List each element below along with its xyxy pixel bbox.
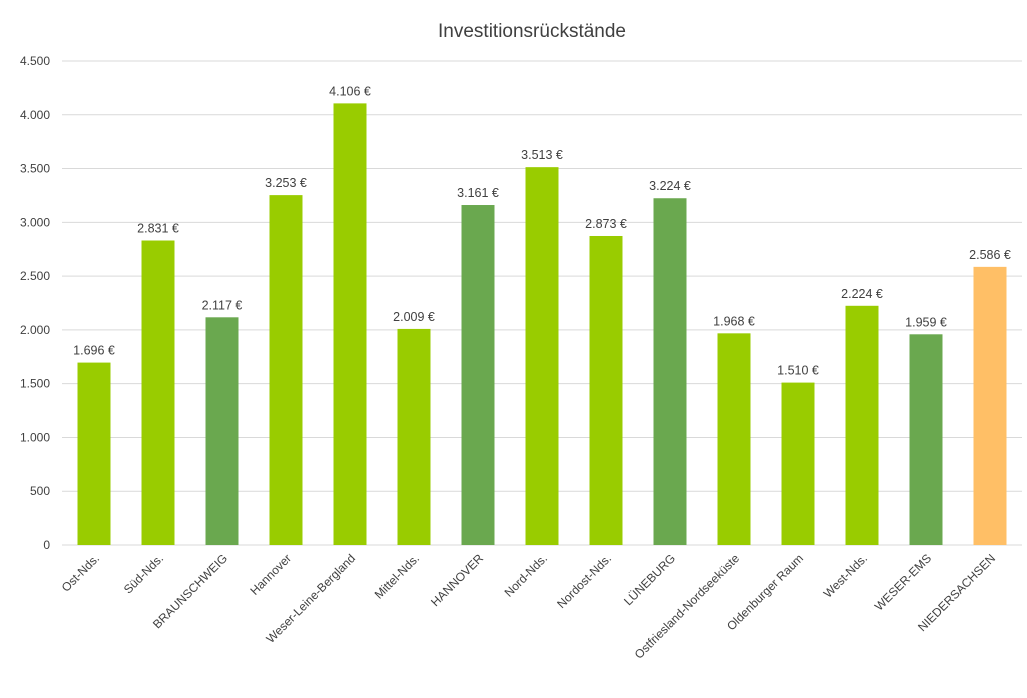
x-tick-label: Mittel-Nds. <box>372 551 422 601</box>
bar <box>333 103 367 545</box>
data-label: 2.831 € <box>137 222 179 236</box>
y-tick-label: 0 <box>43 538 50 552</box>
data-label: 2.009 € <box>393 310 435 324</box>
data-label: 1.968 € <box>713 314 755 328</box>
bar <box>589 235 623 545</box>
data-labels: 1.696 € 2.831 € 2.117 € 3.253 € 4.106 € 2.009… <box>73 84 1011 377</box>
data-label: 3.161 € <box>457 186 499 200</box>
data-label: 3.513 € <box>521 148 563 162</box>
data-label: 3.224 € <box>649 179 691 193</box>
bar <box>525 167 559 545</box>
bar <box>781 382 815 545</box>
y-tick-label: 2.000 <box>20 323 50 337</box>
bar <box>973 266 1007 545</box>
y-axis-ticks: 0 500 1.000 1.500 2.000 2.500 3.000 3.500 4.000 4… <box>20 54 50 552</box>
x-tick-label: Nord-Nds. <box>502 551 551 600</box>
y-tick-label: 2.500 <box>20 269 50 283</box>
x-tick-label: WESER-EMS <box>872 551 934 613</box>
x-tick-label: HANNOVER <box>428 551 486 609</box>
bar <box>397 328 431 545</box>
bar <box>461 205 495 545</box>
bar <box>205 317 239 545</box>
x-tick-label: West-Nds. <box>821 551 870 600</box>
bar <box>845 305 879 545</box>
x-tick-label: Hannover <box>247 551 294 598</box>
y-tick-label: 500 <box>30 484 50 498</box>
bar <box>269 195 303 546</box>
y-tick-label: 3.500 <box>20 162 50 176</box>
bar <box>717 333 751 545</box>
data-label: 3.253 € <box>265 176 307 190</box>
chart-title: Investitionsrückstände <box>438 21 626 42</box>
x-tick-label: Süd-Nds. <box>121 551 166 596</box>
y-tick-label: 4.500 <box>20 54 50 68</box>
bar <box>653 198 687 545</box>
y-tick-label: 4.000 <box>20 108 50 122</box>
data-label: 1.510 € <box>777 364 819 378</box>
data-label: 2.586 € <box>969 248 1011 262</box>
x-tick-label: Nordost-Nds. <box>554 551 614 611</box>
y-tick-label: 3.000 <box>20 215 50 229</box>
bar <box>141 240 175 545</box>
data-label: 1.696 € <box>73 344 115 358</box>
data-label: 2.873 € <box>585 217 627 231</box>
bars <box>77 103 1007 546</box>
data-label: 2.224 € <box>841 287 883 301</box>
x-tick-label: Ost-Nds. <box>59 551 102 594</box>
x-tick-label: Ostfriesland-Nordseeküste <box>632 551 743 662</box>
y-tick-label: 1.500 <box>20 377 50 391</box>
bar <box>909 334 943 545</box>
bar <box>77 362 111 545</box>
x-tick-label: LÜNEBURG <box>621 551 678 608</box>
data-label: 4.106 € <box>329 84 371 98</box>
y-tick-label: 1.000 <box>20 430 50 444</box>
data-label: 1.959 € <box>905 315 947 329</box>
x-axis-ticks: Ost-Nds. Süd-Nds.BRAUNSCHWEIG HannoverWese… <box>59 551 998 662</box>
data-label: 2.117 € <box>202 298 243 312</box>
